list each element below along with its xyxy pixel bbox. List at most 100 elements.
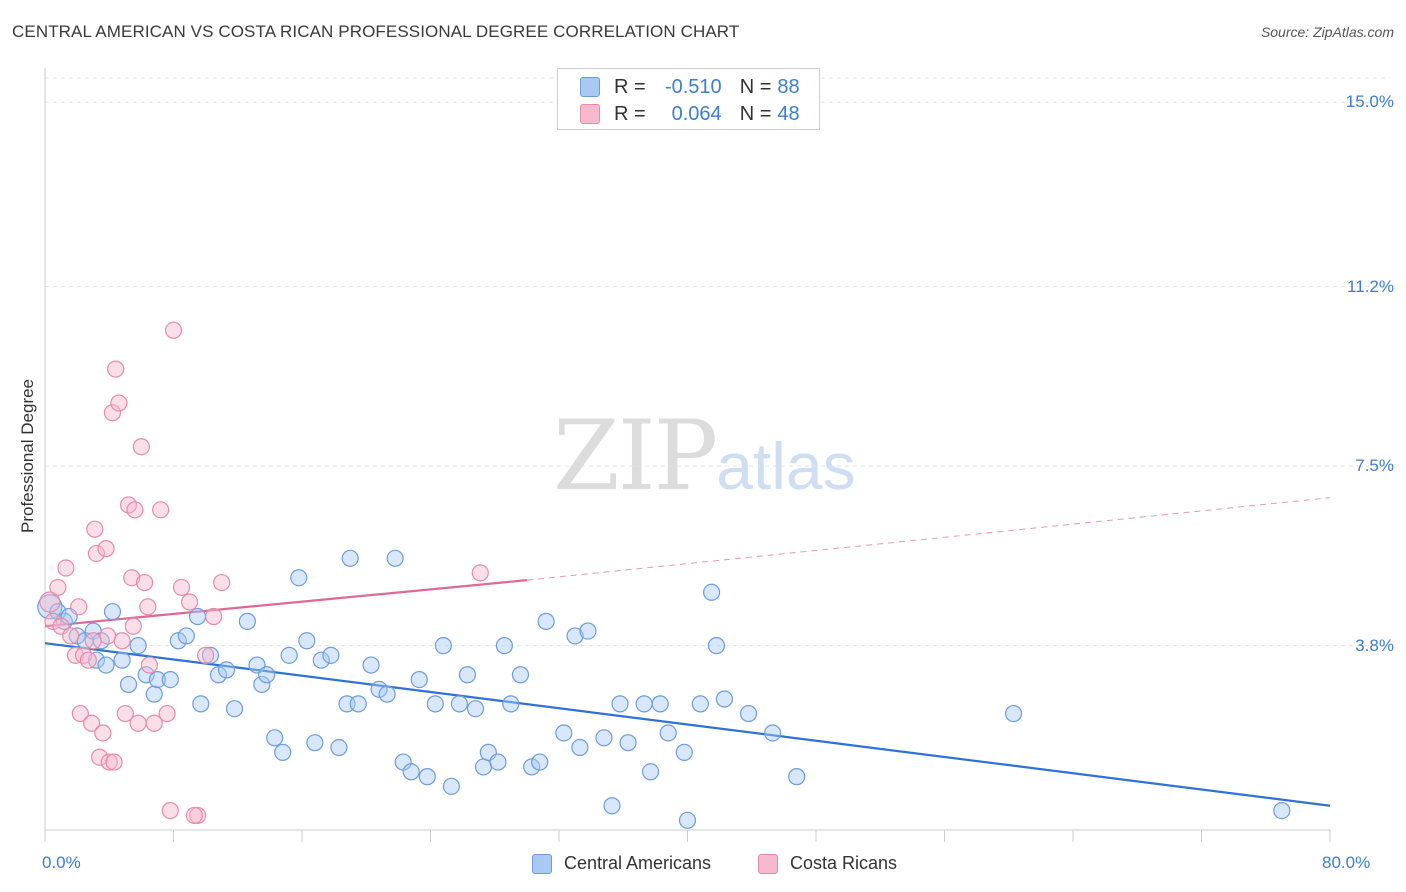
point-central-americans (495, 637, 513, 655)
chart-title: CENTRAL AMERICAN VS COSTA RICAN PROFESSI… (12, 22, 740, 41)
point-central-americans (489, 753, 507, 771)
point-costa-ricans (44, 612, 62, 630)
stats-row-central-americans: R = -0.510 N = 88 (580, 74, 800, 100)
point-costa-ricans (172, 578, 191, 597)
point-central-americans (312, 651, 330, 669)
point-central-americans (651, 695, 669, 713)
point-central-americans (458, 666, 477, 684)
series-legend: Central Americans Costa Ricans (0, 852, 1406, 878)
n-value: 88 (777, 75, 800, 98)
point-central-americans (103, 603, 122, 621)
point-central-americans (603, 797, 621, 815)
point-costa-ricans (71, 704, 89, 723)
point-costa-ricans (471, 564, 489, 582)
point-central-americans (148, 670, 167, 689)
y-axis-title: Professional Degree (18, 378, 37, 534)
point-central-americans (1004, 704, 1023, 723)
point-central-americans (161, 670, 179, 689)
point-central-americans (201, 646, 220, 664)
point-central-americans (466, 700, 485, 718)
point-costa-ricans (113, 632, 131, 650)
point-central-americans (192, 695, 210, 713)
watermark-zip: ZIP (553, 400, 718, 512)
point-central-americans (739, 704, 758, 723)
point-central-americans (442, 777, 460, 795)
point-central-americans (402, 763, 420, 781)
point-central-americans (426, 695, 444, 713)
n-value: 48 (777, 102, 800, 125)
point-central-americans (129, 637, 147, 655)
point-central-americans (635, 695, 653, 713)
point-central-americans (611, 695, 629, 713)
point-costa-ricans (86, 520, 104, 538)
point-costa-ricans (57, 559, 75, 577)
axes (44, 68, 1331, 842)
point-central-americans (113, 651, 131, 669)
legend-label: Central Americans (564, 853, 712, 873)
point-central-americans (137, 666, 155, 684)
point-costa-ricans (87, 544, 106, 563)
point-central-americans (280, 646, 298, 664)
legend-item-costa-ricans[interactable]: Costa Ricans (758, 853, 897, 874)
point-central-americans (177, 627, 195, 645)
point-central-americans (502, 695, 520, 713)
point-central-americans (258, 666, 276, 684)
point-costa-ricans (70, 598, 88, 616)
point-central-americans (274, 743, 292, 761)
point-central-americans (595, 729, 613, 747)
point-central-americans (571, 738, 589, 757)
point-costa-ricans (79, 651, 97, 669)
point-central-americans (322, 646, 340, 664)
point-costa-ricans (116, 704, 134, 723)
point-costa-ricans (158, 704, 176, 723)
y-tick-label: 3.8% (1355, 635, 1394, 655)
point-central-americans (1273, 801, 1291, 820)
point-costa-ricans (140, 656, 159, 674)
point-costa-ricans (180, 593, 199, 611)
point-costa-ricans (126, 501, 144, 519)
point-costa-ricans (94, 724, 112, 742)
point-central-americans (678, 811, 697, 829)
point-central-americans (290, 569, 308, 587)
point-central-americans (764, 724, 782, 742)
point-costa-ricans (82, 714, 101, 732)
trend-lines (44, 497, 1331, 807)
r-label: R = (614, 75, 646, 98)
point-central-americans (691, 695, 709, 713)
point-costa-ricans (74, 646, 93, 664)
point-costa-ricans (152, 501, 170, 519)
legend-swatch (532, 853, 552, 874)
point-costa-ricans (205, 607, 223, 626)
point-central-americans (659, 724, 677, 742)
point-central-americans (537, 612, 555, 630)
point-central-americans (474, 758, 493, 776)
point-costa-ricans (213, 573, 231, 592)
point-costa-ricans (49, 578, 67, 597)
legend-item-central-americans[interactable]: Central Americans (532, 853, 711, 874)
n-label: N = (739, 75, 772, 98)
point-costa-ricans (164, 321, 183, 339)
point-central-americans (217, 661, 236, 679)
n-label: N = (739, 102, 772, 125)
point-central-americans (266, 729, 284, 747)
point-central-americans (531, 753, 549, 771)
y-tick-label: 15.0% (1345, 92, 1394, 112)
point-central-americans (675, 743, 693, 761)
point-costa-ricans (84, 632, 102, 650)
point-central-americans (362, 656, 380, 674)
point-central-americans (298, 632, 316, 650)
point-central-americans (68, 627, 86, 645)
point-costa-ricans (145, 714, 163, 732)
trend-line-costa-ricans (44, 579, 527, 628)
trend-line-costa-ricans-extension (526, 497, 1331, 581)
point-central-americans (641, 763, 660, 781)
legend-label: Costa Ricans (790, 853, 898, 873)
x-tick-label-max: 80.0% (1322, 853, 1371, 872)
point-central-americans (378, 685, 396, 703)
point-costa-ricans (132, 438, 150, 456)
point-central-americans (169, 632, 187, 650)
point-central-americans (349, 695, 367, 713)
swatch-central-americans (580, 77, 600, 97)
point-costa-ricans (100, 753, 118, 771)
